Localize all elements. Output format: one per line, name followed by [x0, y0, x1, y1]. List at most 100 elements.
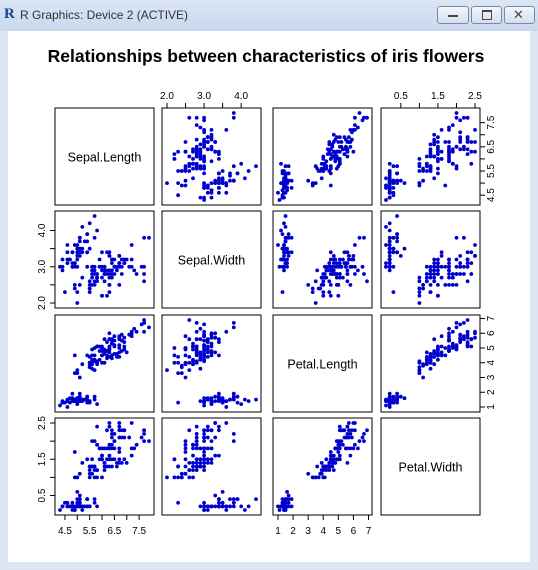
data-point [439, 264, 444, 269]
data-point [87, 365, 92, 370]
data-point [353, 264, 357, 269]
data-point [172, 353, 177, 358]
maximize-button[interactable] [471, 6, 502, 24]
data-point [328, 272, 333, 276]
data-point [112, 334, 117, 339]
data-point [217, 186, 221, 190]
data-point [87, 400, 92, 405]
close-button[interactable]: ✕ [504, 6, 535, 24]
data-point [280, 232, 285, 237]
data-point [179, 365, 184, 370]
data-point [231, 115, 236, 120]
data-point [324, 468, 329, 472]
data-point [424, 360, 429, 365]
data-point [187, 161, 192, 166]
data-point [202, 357, 207, 362]
data-point [384, 243, 388, 247]
minimize-button[interactable] [437, 6, 469, 24]
data-point [436, 357, 440, 362]
data-point [356, 125, 360, 130]
data-point [285, 235, 289, 240]
data-point [331, 261, 336, 265]
data-point [235, 394, 240, 399]
data-point [282, 221, 286, 226]
data-point [424, 355, 429, 359]
data-point [117, 343, 122, 347]
data-point [387, 190, 392, 195]
data-point [348, 453, 353, 458]
data-point [417, 275, 422, 280]
data-point [191, 446, 195, 451]
data-point [183, 353, 188, 358]
data-point [328, 183, 333, 188]
data-point [209, 399, 214, 403]
data-point [348, 283, 353, 287]
data-point [112, 439, 117, 443]
data-point [458, 147, 463, 152]
data-point [198, 195, 203, 200]
data-point [417, 286, 422, 291]
data-point [191, 362, 195, 367]
data-point [327, 261, 332, 265]
data-point [439, 344, 444, 349]
data-point [328, 268, 333, 273]
data-point [473, 329, 477, 334]
data-point [176, 360, 181, 365]
data-point [348, 432, 353, 436]
data-point [458, 322, 463, 327]
data-point [70, 250, 75, 255]
data-point [209, 439, 214, 443]
data-point [147, 325, 151, 330]
data-point [443, 353, 448, 358]
data-point [134, 329, 139, 334]
data-point [110, 432, 114, 436]
data-point [92, 264, 97, 269]
data-point [458, 264, 463, 269]
data-point [105, 340, 109, 344]
data-point [439, 334, 444, 339]
data-point [92, 214, 97, 218]
data-point [439, 275, 444, 280]
data-point [450, 123, 455, 127]
data-point [436, 140, 440, 144]
data-point [198, 337, 203, 342]
data-point [285, 257, 289, 262]
data-point [209, 344, 214, 349]
data-point [183, 464, 188, 469]
tick-label: 2.0 [160, 91, 174, 102]
data-point [228, 397, 232, 402]
data-point [191, 341, 195, 346]
data-point [321, 169, 326, 173]
data-point [63, 500, 67, 505]
data-point [353, 115, 357, 120]
data-point [286, 500, 291, 505]
data-point [115, 355, 119, 359]
data-point [465, 261, 470, 265]
data-point [224, 128, 229, 132]
data-point [72, 353, 77, 358]
data-point [458, 261, 463, 265]
data-point [187, 115, 192, 120]
data-point [421, 363, 425, 368]
data-point [107, 290, 112, 294]
data-point [289, 178, 294, 183]
data-point [454, 325, 459, 330]
data-point [77, 235, 82, 240]
data-point [342, 135, 347, 140]
data-point [469, 344, 474, 349]
data-point [462, 321, 466, 325]
data-point [421, 169, 425, 173]
data-point [231, 439, 236, 443]
data-point [213, 331, 218, 336]
data-point [387, 181, 392, 186]
data-point [428, 268, 433, 273]
data-point [289, 504, 294, 509]
data-point [217, 397, 221, 402]
data-point [417, 279, 422, 284]
data-point [107, 453, 112, 458]
data-point [336, 442, 341, 447]
data-point [402, 246, 407, 251]
data-point [334, 275, 339, 280]
data-point [337, 135, 342, 140]
data-point [107, 275, 112, 280]
